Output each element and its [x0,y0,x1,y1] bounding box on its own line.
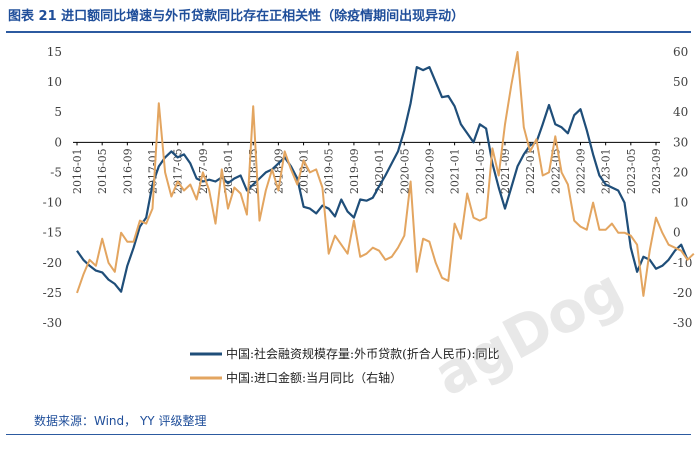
y-left-tick-label: 0 [54,135,62,149]
y-right-tick-label: -30 [673,316,692,330]
y-left-tick-label: -30 [43,316,62,330]
y-left-tick-label: -5 [50,165,62,179]
x-tick-label: 2017-05 [172,148,185,194]
y-right-tick-label: 20 [673,165,688,179]
x-tick-label: 2018-01 [222,148,235,194]
source-note: 数据来源：Wind， YY 评级整理 [34,414,207,428]
x-tick-label: 2023-09 [650,148,663,194]
series-line-fx-loans [76,65,689,293]
y-left-tick-label: -25 [43,286,62,300]
y-left-tick-label: 10 [47,75,62,89]
x-tick-label: 2019-09 [348,148,361,194]
footer-divider [6,434,691,435]
y-left-tick-label: -20 [43,256,62,270]
y-left-tick-label: -10 [43,196,62,210]
chart-lines [76,51,695,297]
x-tick-label: 2022-09 [574,148,587,194]
y-right-tick-label: 10 [673,196,688,210]
y-right-tick-label: 30 [673,135,688,149]
y-right-tick-label: 40 [673,105,688,119]
x-tick-label: 2020-09 [423,148,436,194]
x-tick-label: 2021-05 [474,148,487,194]
chart-canvas: -30-25-20-15-10-5051015-30-20-1001020304… [43,45,695,385]
x-tick-label: 2019-05 [323,148,336,194]
x-tick-label: 2016-01 [71,148,84,194]
y-left-tick-label: 5 [54,105,62,119]
y-right-tick-label: -20 [673,286,692,300]
legend-label-imports: 中国:进口金额:当月同比（右轴） [226,370,402,385]
x-tick-label: 2019-01 [298,148,311,194]
legend-label-fx-loans: 中国:社会融资规模存量:外币贷款(折合人民币):同比 [226,346,500,361]
x-tick-label: 2022-01 [524,148,537,194]
y-right-tick-label: 50 [673,75,688,89]
x-tick-label: 2021-09 [499,148,512,194]
series-line-imports [76,51,695,297]
x-tick-label: 2023-01 [600,148,613,194]
chart-legend: 中国:社会融资规模存量:外币贷款(折合人民币):同比中国:进口金额:当月同比（右… [190,346,500,385]
y-right-tick-label: 60 [673,45,688,59]
x-tick-label: 2023-05 [625,148,638,194]
chart-title: 图表 21 进口额同比增速与外币贷款同比存在正相关性（除疫情期间出现异动） [8,9,465,24]
x-tick-label: 2016-09 [121,148,134,194]
x-tick-label: 2020-05 [398,148,411,194]
x-tick-label: 2016-05 [96,148,109,194]
x-tick-label: 2020-01 [373,148,386,194]
x-tick-label: 2021-01 [449,148,462,194]
y-left-tick-label: -15 [43,226,62,240]
title-divider [6,31,691,33]
y-right-tick-label: 0 [673,226,681,240]
y-left-tick-label: 15 [47,45,62,59]
